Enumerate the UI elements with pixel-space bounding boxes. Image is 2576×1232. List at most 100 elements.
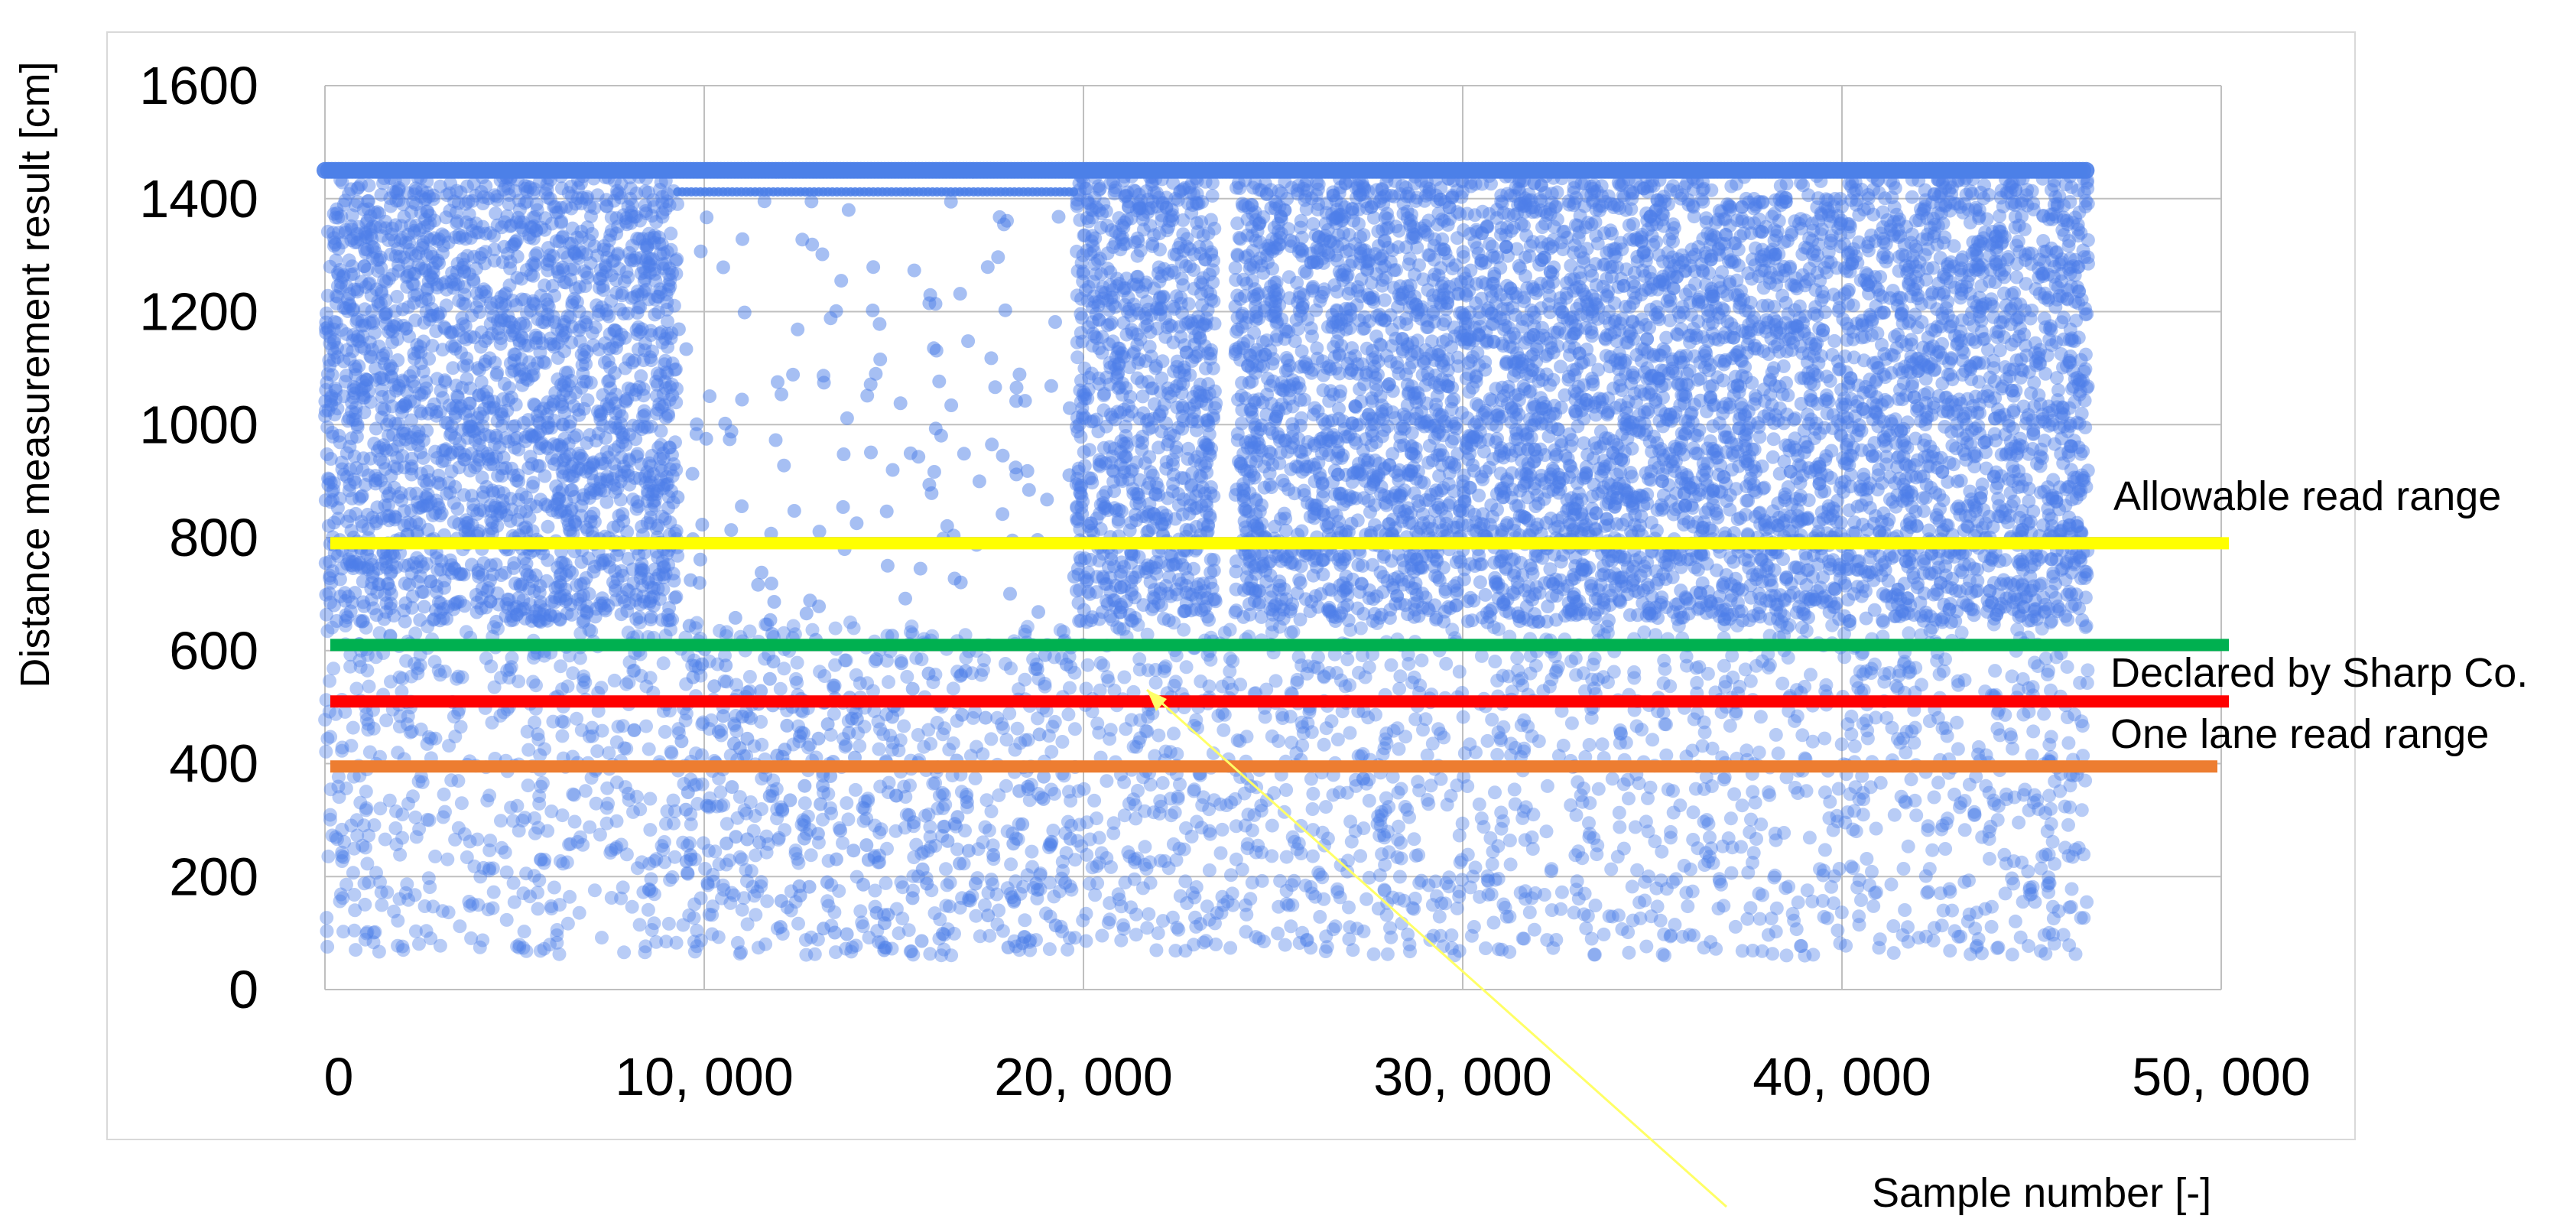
scatter-point bbox=[538, 440, 553, 454]
scatter-point bbox=[391, 193, 406, 208]
scatter-point bbox=[596, 418, 610, 433]
scatter-point bbox=[516, 223, 531, 237]
scatter-point bbox=[463, 231, 478, 245]
scatter-point bbox=[475, 470, 489, 485]
scatter-point bbox=[363, 209, 378, 223]
scatter-point bbox=[540, 182, 554, 197]
scatter-point bbox=[1164, 589, 1178, 603]
scatter-point bbox=[644, 502, 658, 517]
scatter-point bbox=[553, 613, 567, 627]
scatter-point bbox=[623, 191, 638, 206]
scatter-point bbox=[347, 449, 362, 463]
scatter-point bbox=[595, 554, 609, 567]
scatter-point bbox=[1115, 346, 1129, 360]
scatter-point bbox=[585, 326, 599, 340]
scatter-point bbox=[553, 575, 567, 590]
scatter-point bbox=[562, 236, 577, 251]
scatter-point bbox=[469, 605, 484, 619]
scatter-point bbox=[609, 406, 623, 421]
scatter-point bbox=[382, 362, 396, 376]
scatter-point bbox=[1076, 264, 1090, 278]
scatter-point bbox=[1194, 287, 1208, 301]
scatter-point bbox=[452, 460, 466, 475]
scatter-point bbox=[501, 600, 515, 615]
scatter-point bbox=[417, 262, 432, 276]
scatter-point bbox=[565, 566, 579, 580]
scatter-point bbox=[365, 239, 379, 254]
scatter-point bbox=[502, 197, 516, 211]
scatter-point bbox=[562, 564, 577, 578]
scatter-point bbox=[1204, 343, 1219, 357]
scatter-point bbox=[668, 435, 682, 450]
scatter-point bbox=[453, 567, 468, 581]
scatter-point bbox=[348, 198, 362, 213]
scatter-point bbox=[470, 595, 485, 609]
scatter-point bbox=[1203, 508, 1217, 522]
scatter-point bbox=[599, 495, 614, 509]
scatter-point bbox=[519, 372, 534, 386]
scatter-point bbox=[416, 241, 430, 255]
scatter-point bbox=[396, 197, 411, 212]
scatter-point bbox=[1189, 519, 1204, 534]
scatter-point bbox=[474, 375, 489, 389]
scatter-point bbox=[1176, 492, 1191, 506]
scatter-point bbox=[378, 221, 393, 236]
scatter-point bbox=[601, 353, 616, 368]
scatter-point bbox=[646, 495, 661, 509]
scatter-point bbox=[411, 495, 425, 509]
scatter-point bbox=[579, 357, 593, 372]
scatter-point bbox=[426, 265, 440, 280]
scatter-point bbox=[426, 613, 440, 627]
scatter-point bbox=[483, 226, 497, 240]
scatter-point bbox=[338, 586, 352, 600]
scatter-point bbox=[404, 431, 418, 445]
scatter-point bbox=[593, 452, 608, 466]
scatter-point bbox=[320, 306, 333, 320]
scatter-point bbox=[405, 374, 420, 388]
scatter-point bbox=[655, 336, 670, 350]
scatter-point bbox=[509, 233, 524, 248]
scatter-point bbox=[644, 459, 658, 473]
scatter-point bbox=[637, 274, 651, 288]
scatter-point bbox=[599, 193, 614, 207]
scatter-point bbox=[1092, 377, 1106, 392]
scatter-point bbox=[642, 226, 656, 241]
scatter-point bbox=[534, 492, 547, 507]
scatter-point bbox=[452, 517, 466, 531]
scatter-point bbox=[583, 482, 598, 496]
scatter-point bbox=[343, 287, 357, 301]
scatter-point bbox=[573, 590, 588, 604]
scatter-point bbox=[461, 526, 476, 541]
scatter-point bbox=[418, 212, 433, 226]
scatter-point bbox=[1179, 259, 1193, 273]
scatter-point bbox=[421, 281, 435, 296]
scatter-point bbox=[460, 249, 475, 263]
scatter-point bbox=[1131, 269, 1145, 284]
scatter-point bbox=[636, 353, 651, 368]
scatter-point bbox=[448, 406, 463, 421]
scatter-point bbox=[1112, 211, 1126, 226]
scatter-point bbox=[467, 424, 482, 439]
scatter-point bbox=[1204, 552, 1218, 567]
scatter-point bbox=[524, 268, 538, 282]
scatter-point bbox=[541, 241, 555, 255]
scatter-point bbox=[469, 226, 484, 240]
scatter-point bbox=[609, 341, 623, 356]
scatter-point bbox=[642, 256, 656, 271]
scatter-point bbox=[621, 270, 635, 284]
scatter-point bbox=[458, 297, 473, 311]
scatter-point bbox=[375, 382, 389, 397]
scatter-point bbox=[1155, 371, 1169, 385]
scatter-point bbox=[554, 378, 568, 392]
scatter-point bbox=[391, 264, 406, 278]
scatter-point bbox=[534, 436, 549, 450]
scatter-point bbox=[486, 451, 500, 466]
scatter-point bbox=[482, 351, 497, 366]
scatter-point bbox=[346, 344, 360, 359]
scatter-point bbox=[565, 295, 580, 309]
scatter-point bbox=[352, 557, 366, 571]
scatter-point bbox=[482, 429, 497, 444]
scatter-point bbox=[1181, 297, 1196, 311]
scatter-point bbox=[419, 499, 434, 513]
scatter-point bbox=[1085, 610, 1100, 625]
